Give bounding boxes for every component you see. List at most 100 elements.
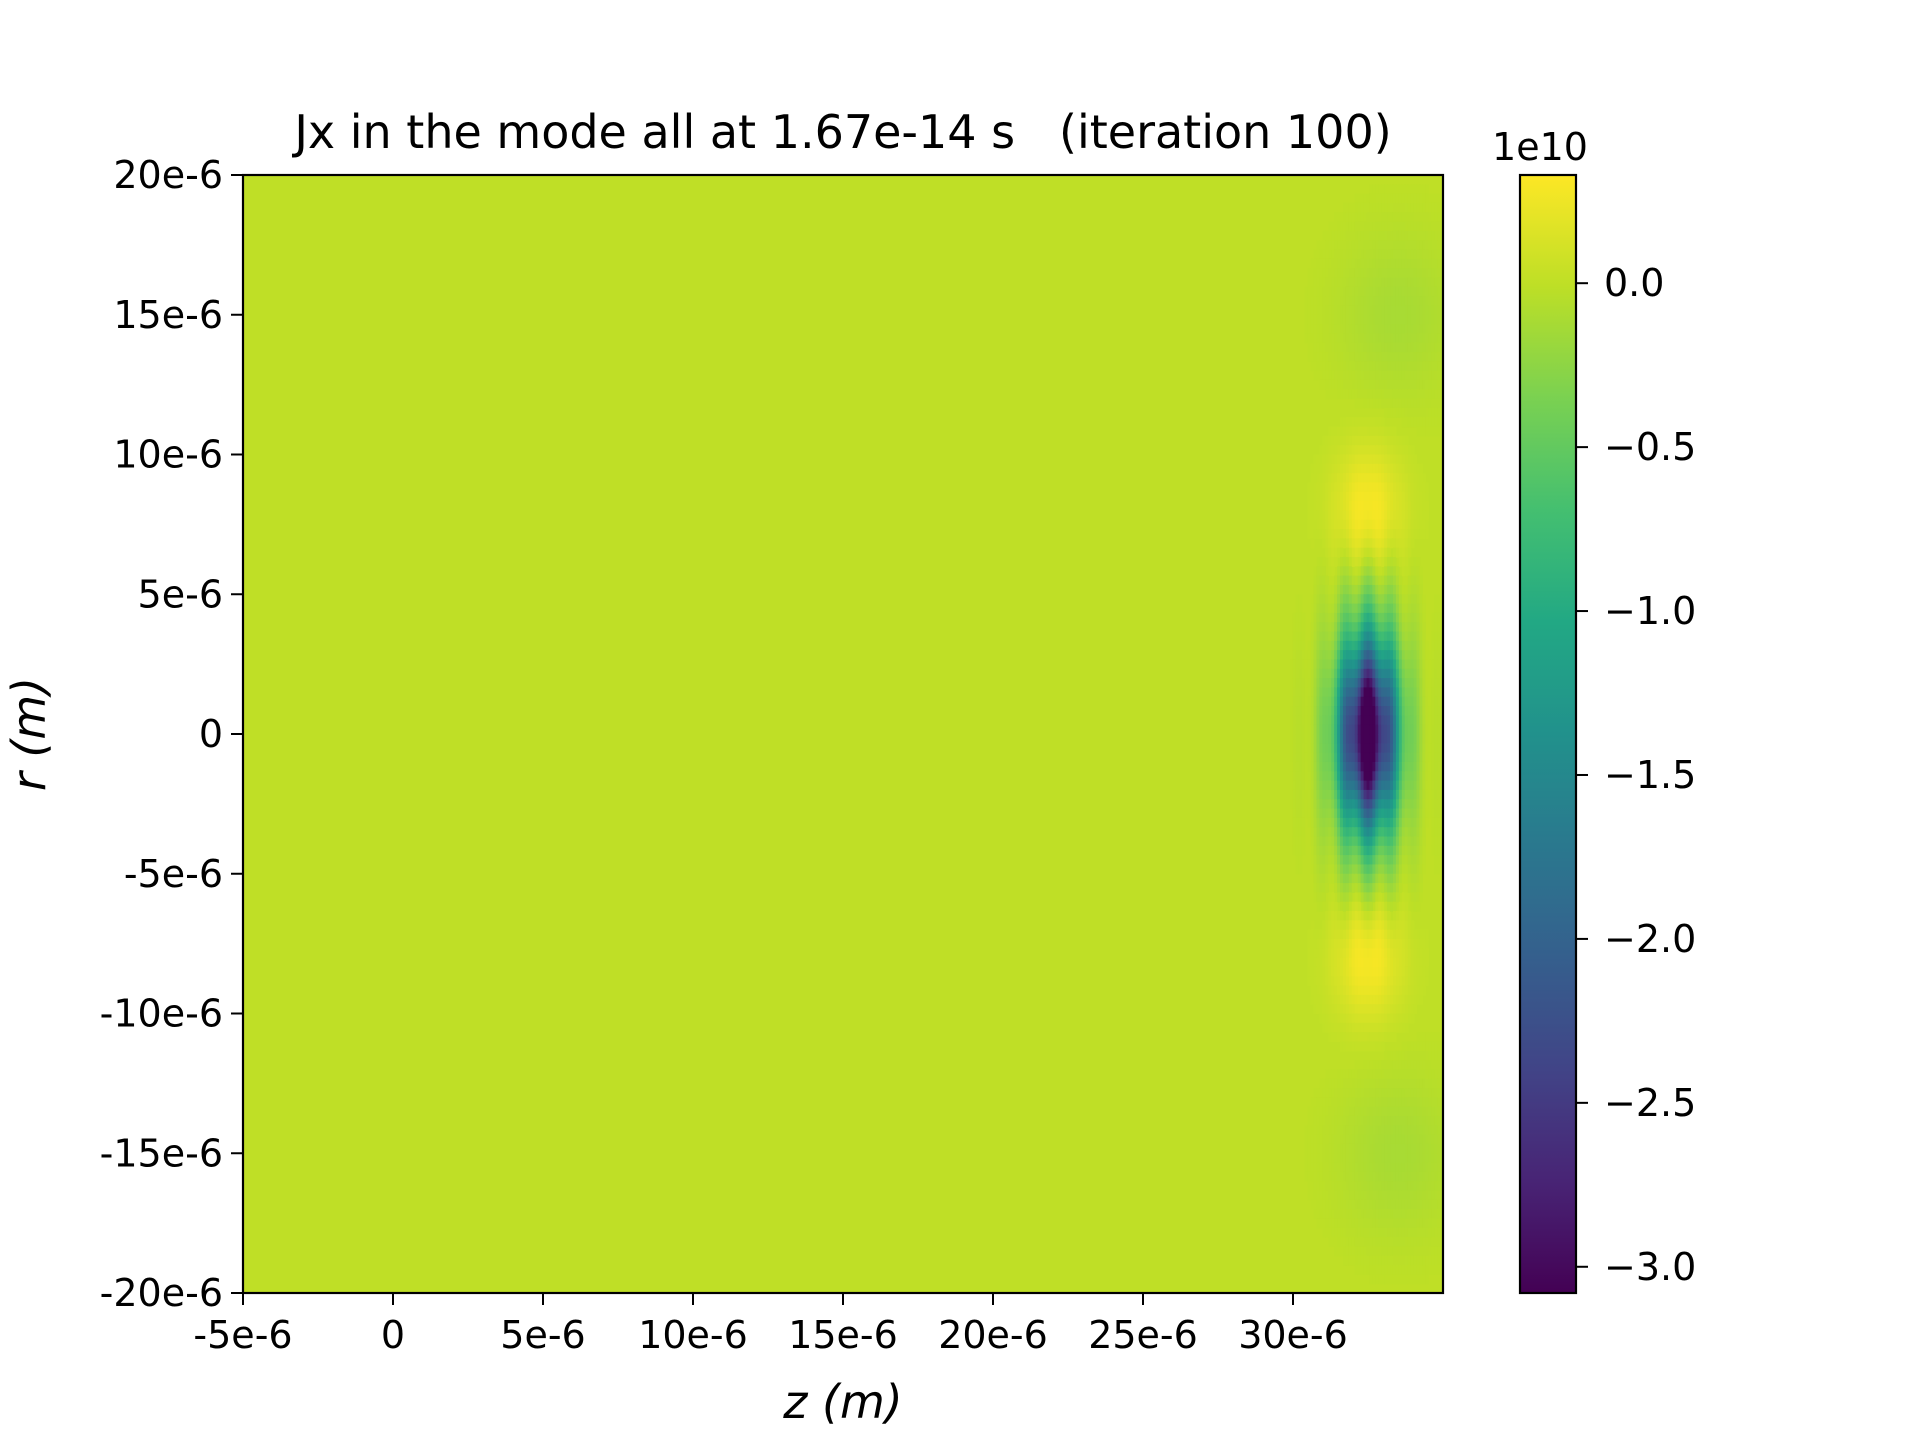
heatmap-cell: [1340, 1097, 1344, 1108]
heatmap-cell: [1390, 1190, 1394, 1201]
heatmap-cell: [1428, 398, 1432, 409]
heatmap-cell: [1340, 556, 1344, 567]
heatmap-cell: [1357, 1171, 1362, 1182]
heatmap-cell: [1401, 1162, 1406, 1173]
heatmap-cell: [1416, 333, 1421, 344]
heatmap-cell: [1351, 1032, 1356, 1043]
heatmap-cell: [1419, 370, 1423, 381]
heatmap-cell: [1366, 538, 1371, 549]
heatmap-cell: [1410, 1069, 1415, 1080]
heatmap-cell: [1431, 249, 1435, 260]
heatmap-cell: [1392, 1171, 1397, 1182]
heatmap-cell: [1384, 566, 1388, 577]
heatmap-cell: [1381, 361, 1385, 372]
heatmap-cell: [1410, 379, 1415, 390]
y-tick-label: 15e-6: [113, 293, 223, 337]
heatmap-cell: [1357, 1069, 1362, 1080]
heatmap-cell: [1404, 855, 1409, 866]
heatmap-cell: [1378, 305, 1382, 316]
heatmap-cell: [1378, 1181, 1382, 1192]
heatmap-cell: [1372, 1097, 1376, 1108]
heatmap-cell: [1387, 1069, 1391, 1080]
heatmap-cell: [1340, 743, 1344, 754]
heatmap-cell: [1440, 1088, 1443, 1098]
heatmap-cell: [1375, 463, 1379, 474]
heatmap-cell: [1348, 715, 1353, 726]
heatmap-cell: [1334, 966, 1338, 977]
heatmap-cell: [1375, 454, 1379, 465]
heatmap-cell: [1392, 1237, 1397, 1248]
heatmap-cell: [1363, 799, 1368, 810]
heatmap-cell: [1387, 491, 1391, 502]
heatmap-cell: [1404, 845, 1409, 856]
heatmap-cell: [1351, 976, 1356, 987]
heatmap-cell: [1354, 1134, 1359, 1145]
heatmap-cell: [1407, 640, 1412, 651]
heatmap-cell: [1351, 845, 1356, 856]
heatmap-cell: [1319, 1078, 1323, 1089]
heatmap-cell: [1316, 491, 1321, 502]
heatmap-cell: [1316, 1134, 1321, 1145]
heatmap-cell: [1366, 575, 1371, 586]
heatmap-cell: [1404, 473, 1409, 484]
heatmap-cell: [1390, 258, 1394, 269]
heatmap-cell: [1407, 845, 1412, 856]
heatmap-cell: [1425, 501, 1429, 511]
heatmap-cell: [1313, 761, 1318, 772]
heatmap-cell: [1398, 435, 1403, 446]
heatmap-cell: [1378, 948, 1382, 959]
heatmap-cell: [1342, 678, 1347, 689]
heatmap-cell: [1369, 519, 1373, 530]
heatmap-cell: [1419, 193, 1423, 204]
heatmap-cell: [1310, 771, 1315, 782]
heatmap-cell: [1387, 529, 1391, 539]
heatmap-cell: [1410, 743, 1415, 754]
heatmap-cell: [1331, 929, 1335, 940]
heatmap-cell: [1419, 379, 1423, 390]
heatmap-cell: [1337, 855, 1341, 866]
heatmap-cell: [1366, 594, 1371, 605]
heatmap-cell: [1342, 696, 1347, 707]
heatmap-cell: [1384, 771, 1388, 782]
heatmap-cell: [1395, 678, 1400, 689]
heatmap-cell: [1292, 808, 1297, 819]
heatmap-cell: [1422, 426, 1426, 437]
heatmap-cell: [1351, 603, 1356, 614]
heatmap-cell: [1372, 966, 1376, 977]
heatmap-cell: [1425, 1181, 1429, 1192]
heatmap-cell: [1331, 724, 1335, 735]
heatmap-cell: [1395, 640, 1400, 651]
heatmap-cell: [1392, 389, 1397, 400]
heatmap-cell: [1398, 873, 1403, 884]
heatmap-cell: [1381, 519, 1385, 530]
heatmap-cell: [1428, 370, 1432, 381]
heatmap-cell: [1387, 724, 1391, 735]
heatmap-cell: [1416, 929, 1421, 940]
heatmap-cell: [1322, 1181, 1326, 1192]
heatmap-cell: [1369, 901, 1373, 912]
heatmap-cell: [1345, 1246, 1350, 1257]
heatmap-cell: [1425, 342, 1429, 353]
heatmap-cell: [1348, 445, 1353, 456]
heatmap-cell: [1407, 324, 1412, 334]
heatmap-cell: [1366, 445, 1371, 456]
heatmap-cell: [1392, 752, 1397, 763]
heatmap-cell: [1363, 631, 1368, 642]
heatmap-cell: [1428, 1088, 1432, 1098]
heatmap-cell: [1437, 212, 1441, 223]
heatmap-cell: [1425, 491, 1429, 502]
heatmap-cell: [1351, 696, 1356, 707]
heatmap-cell: [1419, 491, 1423, 502]
heatmap-cell: [1372, 948, 1376, 959]
heatmap-cell: [1369, 1209, 1373, 1220]
heatmap-cell: [1440, 789, 1443, 800]
heatmap-cell: [1375, 1143, 1379, 1154]
heatmap-cell: [1360, 1265, 1365, 1275]
heatmap-cell: [1351, 715, 1356, 726]
heatmap-cell: [1410, 491, 1415, 502]
heatmap-cell: [1401, 370, 1406, 381]
heatmap-cell: [1354, 650, 1359, 661]
heatmap-cell: [1340, 985, 1344, 996]
heatmap-cell: [1425, 780, 1429, 791]
heatmap-cell: [1363, 491, 1368, 502]
